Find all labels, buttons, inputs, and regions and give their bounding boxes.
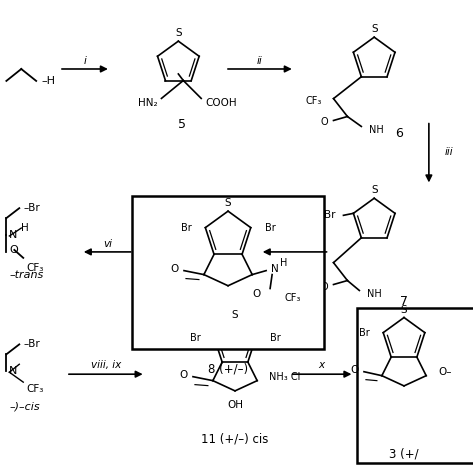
Text: –)–cis: –)–cis — [9, 402, 40, 412]
Text: x: x — [319, 360, 325, 370]
Text: viii, ix: viii, ix — [91, 360, 121, 370]
Text: 5: 5 — [178, 118, 186, 131]
Text: O: O — [351, 365, 359, 375]
Text: Br: Br — [270, 333, 281, 343]
Text: O: O — [252, 290, 260, 300]
FancyBboxPatch shape — [132, 196, 325, 349]
Text: –Br: –Br — [23, 203, 40, 213]
Text: iii: iii — [445, 147, 453, 157]
Text: Br: Br — [181, 223, 191, 233]
Text: OH: OH — [227, 400, 243, 410]
Text: 7: 7 — [400, 295, 408, 308]
Text: iv, v: iv, v — [284, 239, 305, 249]
Text: S: S — [371, 24, 377, 34]
Text: O–: O– — [438, 367, 452, 377]
Text: 6: 6 — [395, 127, 403, 140]
Text: O: O — [180, 370, 188, 380]
Text: S: S — [175, 28, 182, 38]
Text: S: S — [232, 310, 238, 319]
FancyBboxPatch shape — [357, 308, 474, 463]
Text: O: O — [171, 264, 179, 273]
Text: CF₃: CF₃ — [305, 96, 321, 106]
Text: Br: Br — [324, 210, 336, 220]
Text: 11 (+/–) cis: 11 (+/–) cis — [201, 432, 269, 445]
Text: N: N — [9, 230, 18, 240]
Text: N: N — [9, 366, 18, 376]
Text: O: O — [9, 245, 18, 255]
Text: Br: Br — [264, 223, 275, 233]
Text: COOH: COOH — [205, 99, 237, 109]
Text: CF₃: CF₃ — [284, 293, 301, 303]
Text: CF₃: CF₃ — [305, 260, 321, 270]
Text: S: S — [371, 185, 377, 195]
Text: –trans: –trans — [9, 270, 44, 280]
Text: NH₃ Cl: NH₃ Cl — [269, 372, 301, 382]
Text: vi: vi — [103, 239, 112, 249]
Text: O: O — [321, 118, 328, 128]
Text: N: N — [271, 264, 279, 273]
Text: CF₃: CF₃ — [26, 384, 44, 394]
Text: H: H — [21, 223, 29, 233]
Text: NH: NH — [367, 290, 382, 300]
Text: NH: NH — [369, 126, 384, 136]
Text: i: i — [83, 56, 86, 66]
Text: O: O — [321, 282, 328, 292]
Text: –Br: –Br — [23, 339, 40, 349]
Text: S: S — [225, 198, 231, 208]
Text: Br: Br — [190, 333, 201, 343]
Text: CF₃: CF₃ — [26, 263, 44, 273]
Text: ii: ii — [257, 56, 263, 66]
Text: 3 (+/: 3 (+/ — [389, 447, 419, 460]
Text: HN₂: HN₂ — [138, 99, 157, 109]
Text: –H: –H — [41, 76, 55, 86]
Text: S: S — [401, 305, 407, 315]
Text: 8 (+/–): 8 (+/–) — [208, 363, 248, 376]
Text: H: H — [280, 258, 287, 268]
Text: Br: Br — [358, 328, 369, 337]
